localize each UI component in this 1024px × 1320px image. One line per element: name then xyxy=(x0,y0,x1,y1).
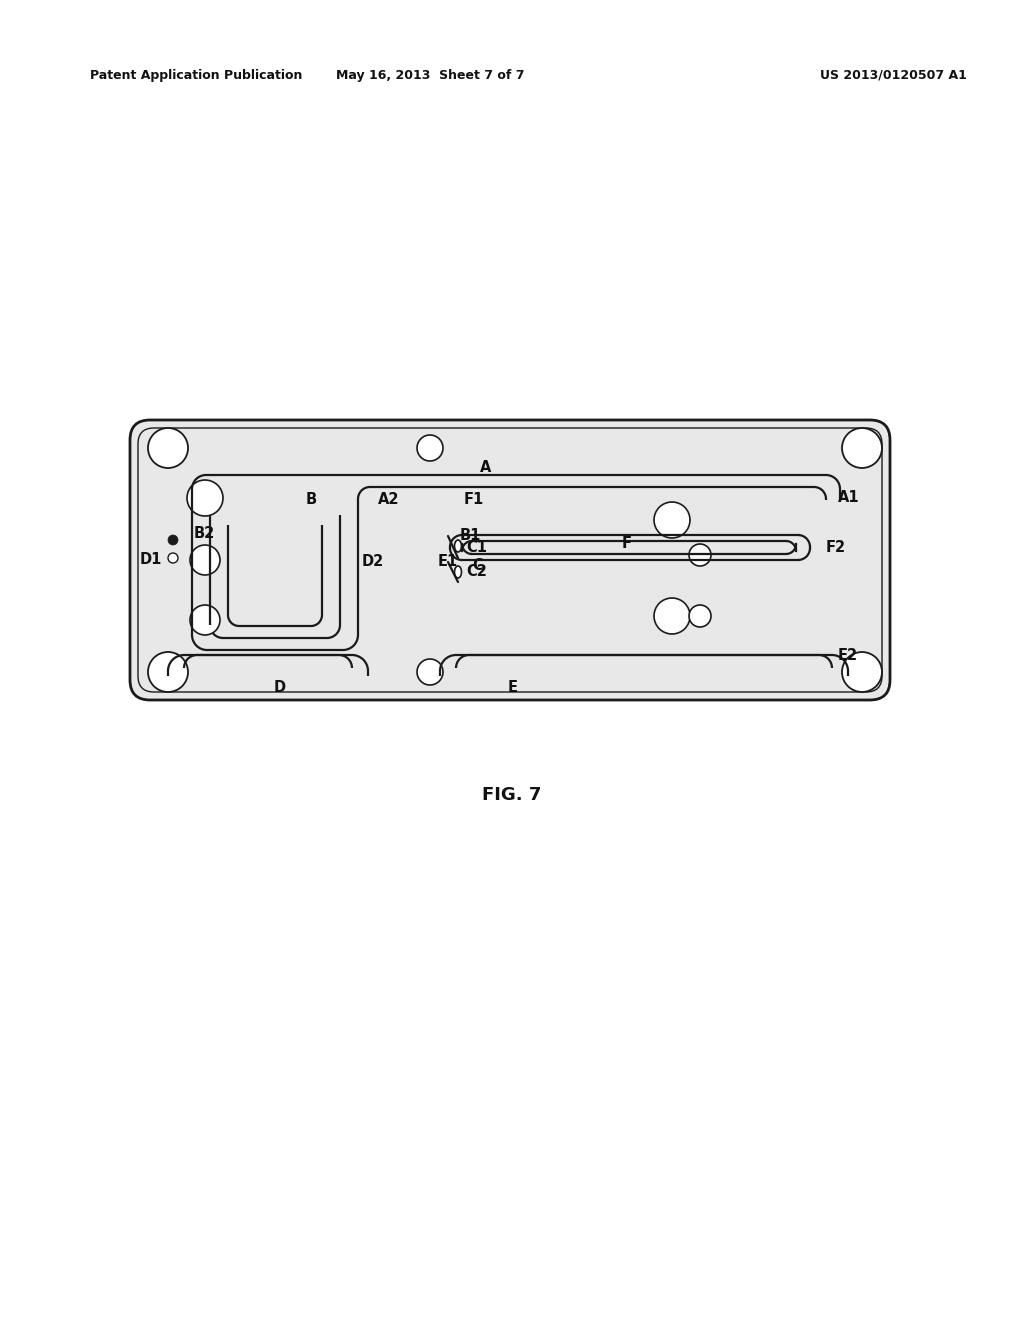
Circle shape xyxy=(842,428,882,469)
Text: E: E xyxy=(508,680,518,694)
Circle shape xyxy=(417,659,443,685)
Text: B2: B2 xyxy=(194,527,215,541)
FancyBboxPatch shape xyxy=(130,420,890,700)
Circle shape xyxy=(148,652,188,692)
Text: D2: D2 xyxy=(362,553,384,569)
Circle shape xyxy=(842,652,882,692)
Ellipse shape xyxy=(455,566,462,578)
Circle shape xyxy=(190,605,220,635)
Text: US 2013/0120507 A1: US 2013/0120507 A1 xyxy=(820,69,967,82)
Text: A: A xyxy=(480,461,492,475)
Text: FIG. 7: FIG. 7 xyxy=(482,785,542,804)
Circle shape xyxy=(689,605,711,627)
Text: Patent Application Publication: Patent Application Publication xyxy=(90,69,302,82)
Text: May 16, 2013  Sheet 7 of 7: May 16, 2013 Sheet 7 of 7 xyxy=(336,69,524,82)
Text: C: C xyxy=(472,557,482,573)
Text: E1: E1 xyxy=(438,554,459,569)
Circle shape xyxy=(148,428,188,469)
Circle shape xyxy=(168,553,178,564)
Text: A1: A1 xyxy=(838,491,859,506)
Circle shape xyxy=(417,436,443,461)
Text: B1: B1 xyxy=(460,528,481,544)
Text: F1: F1 xyxy=(464,491,484,507)
Text: A2: A2 xyxy=(378,491,399,507)
Circle shape xyxy=(689,544,711,566)
Text: C1: C1 xyxy=(466,540,487,554)
Text: D1: D1 xyxy=(140,553,163,568)
Ellipse shape xyxy=(455,540,462,552)
Text: B: B xyxy=(306,491,317,507)
Circle shape xyxy=(187,480,223,516)
Text: F2: F2 xyxy=(826,540,846,556)
Circle shape xyxy=(190,545,220,576)
Circle shape xyxy=(654,598,690,634)
Text: E2: E2 xyxy=(838,648,858,663)
Circle shape xyxy=(654,502,690,539)
Circle shape xyxy=(168,535,178,545)
Text: C2: C2 xyxy=(466,565,486,579)
Text: F: F xyxy=(622,536,632,550)
Text: D: D xyxy=(274,680,286,694)
